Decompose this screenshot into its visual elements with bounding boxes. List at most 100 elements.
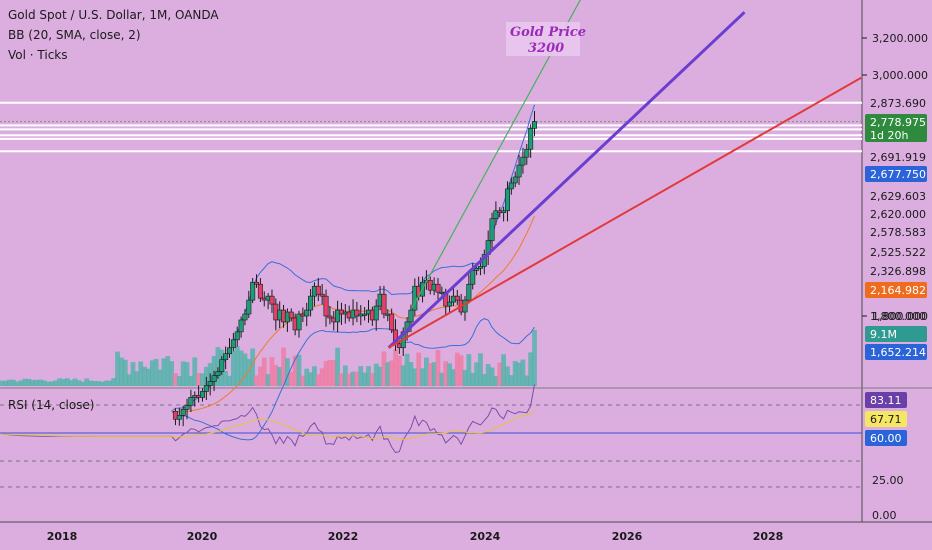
candle[interactable] — [188, 397, 194, 406]
candle[interactable] — [335, 309, 341, 323]
volume-bar — [161, 358, 167, 386]
volume-bar — [431, 362, 437, 386]
candle[interactable] — [477, 266, 483, 269]
candle[interactable] — [389, 313, 395, 331]
volume-bar — [115, 351, 120, 386]
price-tag-badge — [865, 326, 927, 342]
volume-bar — [273, 364, 279, 386]
volume-bar — [489, 367, 495, 386]
candle[interactable] — [466, 283, 472, 301]
rsi-tick-label: 0.00 — [872, 509, 897, 522]
volume-bar — [470, 372, 476, 386]
volume-bar — [381, 351, 387, 386]
volume-bar — [420, 368, 425, 386]
volume-bar — [447, 363, 452, 386]
candle[interactable] — [234, 331, 240, 341]
volume-bar — [435, 350, 441, 386]
volume-bar — [196, 373, 202, 386]
candle[interactable] — [516, 164, 522, 178]
volume-bar — [424, 357, 429, 386]
candle[interactable] — [180, 409, 186, 416]
trendline-purple[interactable] — [387, 11, 746, 349]
candle[interactable] — [242, 313, 248, 321]
trendline-red[interactable] — [388, 76, 862, 349]
candle[interactable] — [308, 295, 314, 311]
volume-bars — [0, 330, 537, 386]
candle[interactable] — [323, 295, 329, 317]
candle[interactable] — [227, 347, 233, 355]
candle[interactable] — [254, 281, 260, 285]
candle[interactable] — [381, 293, 387, 315]
volume-bar — [501, 354, 507, 386]
candle[interactable] — [454, 295, 460, 301]
price-tag-label: 2,691.919 — [870, 151, 926, 164]
candle[interactable] — [211, 375, 217, 382]
candle[interactable] — [319, 293, 325, 297]
volume-bar — [142, 366, 147, 386]
price-tick-label: 3,200.000 — [872, 32, 928, 45]
candle[interactable] — [230, 339, 236, 349]
volume-bar — [485, 364, 491, 386]
candle[interactable] — [246, 299, 252, 315]
volume-bar — [88, 380, 93, 386]
candle[interactable] — [223, 353, 229, 360]
candle[interactable] — [447, 301, 453, 307]
volume-bar — [354, 371, 360, 386]
candle[interactable] — [207, 381, 213, 386]
candle[interactable] — [474, 268, 480, 271]
candle[interactable] — [493, 210, 499, 219]
volume-bar — [304, 368, 310, 386]
volume-bar — [180, 361, 186, 386]
volume-bar — [342, 365, 348, 386]
candle[interactable] — [501, 210, 507, 214]
bb-legend[interactable]: BB (20, SMA, close, 2) — [8, 28, 141, 42]
volume-bar — [45, 381, 51, 386]
volume-bar — [315, 374, 321, 386]
candle[interactable] — [354, 309, 360, 317]
candle[interactable] — [203, 385, 209, 392]
price-tag-label: 2,620.000 — [870, 208, 926, 221]
candle[interactable] — [238, 319, 244, 333]
volume-bar — [169, 361, 174, 386]
candle[interactable] — [520, 156, 526, 166]
rsi-legend[interactable]: RSI (14, close) — [8, 398, 95, 412]
candle[interactable] — [508, 182, 514, 190]
candle[interactable] — [504, 188, 510, 212]
candle[interactable] — [528, 128, 534, 150]
time-tick-label: 2026 — [612, 530, 643, 543]
volume-bar — [0, 380, 5, 386]
candle[interactable] — [176, 414, 182, 420]
candle[interactable] — [512, 176, 518, 184]
annotation-box[interactable] — [506, 22, 580, 56]
volume-bar — [34, 379, 39, 386]
candle[interactable] — [304, 309, 310, 317]
candle[interactable] — [199, 391, 205, 398]
candle[interactable] — [250, 281, 256, 301]
candle[interactable] — [470, 270, 476, 285]
volume-bar — [30, 379, 36, 386]
candle[interactable] — [327, 315, 333, 319]
candle[interactable] — [296, 313, 302, 331]
candle[interactable] — [435, 283, 441, 293]
volume-bar — [323, 361, 329, 386]
candle[interactable] — [524, 148, 530, 158]
candle[interactable] — [373, 305, 379, 321]
volume-bar — [300, 375, 306, 386]
volume-bar — [22, 378, 28, 386]
volume-bar — [516, 362, 522, 386]
price-tick-label: 3,000.000 — [872, 69, 928, 82]
candle[interactable] — [288, 311, 294, 319]
candle[interactable] — [215, 371, 221, 376]
candle[interactable] — [489, 218, 495, 241]
symbol-legend[interactable]: Gold Spot / U.S. Dollar, 1M, OANDA — [8, 8, 219, 22]
candle[interactable] — [257, 283, 263, 299]
candle[interactable] — [531, 121, 537, 129]
candle[interactable] — [362, 313, 368, 316]
candle[interactable] — [219, 359, 225, 372]
candle[interactable] — [184, 405, 190, 410]
volume-legend[interactable]: Vol · Ticks — [8, 48, 68, 62]
candle[interactable] — [315, 285, 321, 295]
candle[interactable] — [269, 295, 275, 305]
candle[interactable] — [408, 309, 414, 323]
